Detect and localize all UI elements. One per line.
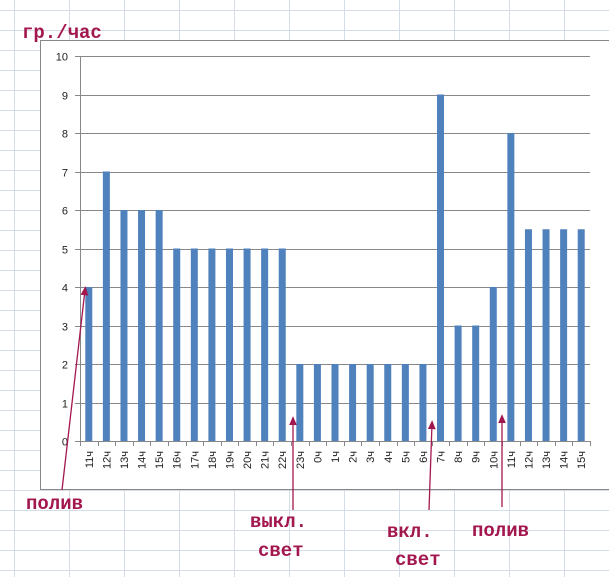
x-tick-label: 13ч bbox=[119, 451, 131, 469]
bar bbox=[507, 133, 515, 441]
bar bbox=[454, 325, 462, 441]
y-tick-label: 5 bbox=[62, 245, 68, 257]
x-tick-label: 15ч bbox=[154, 451, 166, 469]
annotation-label: выкл. bbox=[250, 511, 307, 533]
x-tick-label: 12ч bbox=[523, 451, 535, 469]
x-tick-label: 4ч bbox=[383, 451, 395, 463]
x-tick-label: 12ч bbox=[101, 451, 113, 469]
annotation-arrow bbox=[427, 420, 436, 511]
bar bbox=[261, 248, 269, 441]
bar bbox=[401, 364, 409, 441]
bar bbox=[190, 248, 198, 441]
x-tick-label: 18ч bbox=[207, 451, 219, 469]
bar bbox=[366, 364, 374, 441]
x-tick-label: 19ч bbox=[224, 451, 236, 469]
x-tick-label: 9ч bbox=[471, 451, 483, 463]
x-tick-label: 15ч bbox=[576, 451, 588, 469]
y-tick-label: 6 bbox=[62, 206, 68, 218]
annotation-label: вкл. bbox=[387, 521, 433, 543]
bar bbox=[384, 364, 392, 441]
y-tick-label: 2 bbox=[62, 360, 68, 372]
x-tick-label: 11ч bbox=[84, 451, 96, 468]
x-tick-label: 22ч bbox=[277, 451, 289, 469]
y-tick-label: 4 bbox=[62, 283, 68, 295]
bar bbox=[419, 364, 427, 441]
bar bbox=[173, 248, 181, 441]
x-tick-label: 0ч bbox=[312, 451, 324, 463]
bar bbox=[225, 248, 233, 441]
bar bbox=[296, 364, 304, 441]
x-tick-label: 3ч bbox=[365, 451, 377, 463]
bar bbox=[577, 229, 585, 441]
y-tick-label: 7 bbox=[62, 168, 68, 180]
y-axis-label: гр./час bbox=[22, 22, 102, 44]
x-tick-label: 11ч bbox=[506, 451, 518, 468]
x-tick-label: 14ч bbox=[137, 451, 149, 469]
x-tick-label: 17ч bbox=[189, 451, 201, 469]
x-tick-label: 16ч bbox=[172, 451, 184, 469]
bar bbox=[138, 210, 146, 441]
bar bbox=[243, 248, 251, 441]
x-tick-label: 5ч bbox=[400, 451, 412, 463]
x-tick-label: 10ч bbox=[488, 451, 500, 469]
bar bbox=[155, 210, 163, 441]
y-tick-label: 10 bbox=[56, 52, 68, 64]
annotation-label: свет bbox=[395, 549, 441, 571]
bar bbox=[313, 364, 321, 441]
annotation-label: полив bbox=[26, 493, 83, 515]
bar bbox=[85, 287, 93, 441]
bar bbox=[102, 171, 110, 441]
x-tick-label: 2ч bbox=[348, 451, 360, 463]
bar bbox=[437, 94, 445, 441]
y-tick-label: 8 bbox=[62, 129, 68, 141]
annotation-label: полив bbox=[472, 520, 529, 542]
x-tick-label: 14ч bbox=[559, 451, 571, 469]
y-tick-label: 0 bbox=[62, 437, 68, 449]
bar bbox=[524, 229, 532, 441]
bar bbox=[560, 229, 568, 441]
bar bbox=[331, 364, 339, 441]
annotation-arrow bbox=[61, 286, 89, 491]
bar bbox=[120, 210, 128, 441]
x-tick-label: 21ч bbox=[260, 451, 272, 469]
bar bbox=[472, 325, 480, 441]
x-tick-label: 1ч bbox=[330, 451, 342, 463]
x-tick-label: 8ч bbox=[453, 451, 465, 463]
bar bbox=[208, 248, 216, 441]
bar bbox=[542, 229, 550, 441]
bar bbox=[349, 364, 357, 441]
bar bbox=[278, 248, 286, 441]
x-tick-label: 20ч bbox=[242, 451, 254, 469]
x-tick-label: 7ч bbox=[436, 451, 448, 463]
x-tick-label: 6ч bbox=[418, 451, 430, 463]
x-tick-label: 23ч bbox=[295, 451, 307, 469]
y-tick-label: 1 bbox=[62, 399, 68, 411]
y-tick-label: 3 bbox=[62, 322, 68, 334]
y-tick-label: 9 bbox=[62, 91, 68, 103]
x-tick-label: 13ч bbox=[541, 451, 553, 469]
annotation-label: свет bbox=[258, 540, 304, 562]
bar bbox=[489, 287, 497, 441]
